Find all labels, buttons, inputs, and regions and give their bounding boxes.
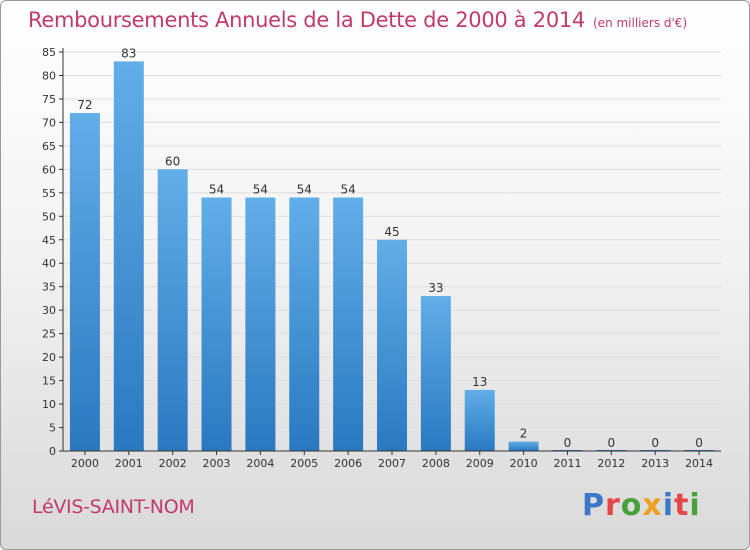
bar <box>333 197 364 451</box>
y-tick-label: 50 <box>42 210 56 223</box>
data-label: 83 <box>121 46 136 60</box>
x-tick-label: 2013 <box>641 457 669 470</box>
title-unit: (en milliers d'€) <box>593 16 688 30</box>
logo-letter: i <box>689 488 701 523</box>
data-label: 54 <box>253 183 268 197</box>
bar <box>113 61 144 451</box>
y-tick-label: 15 <box>42 375 56 388</box>
x-tick-label: 2005 <box>290 457 318 470</box>
y-tick-label: 25 <box>42 328 56 341</box>
x-tick-label: 2014 <box>685 457 713 470</box>
data-label: 60 <box>165 154 180 168</box>
y-tick-label: 65 <box>42 140 56 153</box>
y-tick-label: 5 <box>49 422 56 435</box>
y-tick-label: 55 <box>42 187 56 200</box>
logo-letter: t <box>674 488 690 523</box>
x-tick-label: 2010 <box>510 457 538 470</box>
data-label: 33 <box>428 281 443 295</box>
x-tick-label: 2002 <box>159 457 187 470</box>
logo-letter: o <box>620 488 643 523</box>
data-label: 0 <box>695 436 703 450</box>
data-label: 54 <box>340 183 355 197</box>
y-tick-label: 85 <box>42 46 56 59</box>
bar <box>245 197 276 451</box>
y-tick-label: 20 <box>42 351 56 364</box>
data-label: 54 <box>209 183 224 197</box>
y-tick-label: 40 <box>42 257 56 270</box>
data-label: 45 <box>384 225 399 239</box>
data-label: 72 <box>77 98 92 112</box>
commune-name: LéVIS-SAINT-NOM <box>32 496 195 518</box>
data-label: 0 <box>564 436 572 450</box>
title-text: Remboursements Annuels de la Dette de 20… <box>28 8 585 32</box>
x-tick-label: 2004 <box>246 457 274 470</box>
y-tick-label: 10 <box>42 398 56 411</box>
logo-letter: i <box>662 488 675 523</box>
bar <box>420 296 451 451</box>
chart-title: Remboursements Annuels de la Dette de 20… <box>28 8 687 32</box>
bar <box>464 389 495 451</box>
y-tick-label: 60 <box>42 163 56 176</box>
x-tick-label: 2009 <box>466 457 494 470</box>
data-label: 0 <box>651 436 659 450</box>
bar <box>289 197 320 451</box>
bar <box>377 239 407 451</box>
proxiti-logo: Proxiti <box>582 488 701 523</box>
x-tick-label: 2012 <box>597 457 625 470</box>
logo-letter: P <box>582 488 605 523</box>
bar <box>508 441 539 451</box>
x-tick-label: 2006 <box>334 457 362 470</box>
y-tick-label: 45 <box>42 234 56 247</box>
data-label: 54 <box>297 183 312 197</box>
logo-letter: r <box>605 488 621 523</box>
x-tick-label: 2003 <box>203 457 231 470</box>
logo-letter: x <box>642 488 663 523</box>
data-label: 2 <box>520 427 528 441</box>
bar <box>157 169 188 451</box>
x-tick-label: 2011 <box>553 457 581 470</box>
y-tick-label: 35 <box>42 281 56 294</box>
bar <box>69 113 100 451</box>
x-tick-label: 2007 <box>378 457 406 470</box>
y-tick-label: 0 <box>49 445 56 458</box>
y-tick-label: 75 <box>42 93 56 106</box>
x-tick-label: 2001 <box>115 457 143 470</box>
y-tick-label: 70 <box>42 116 56 129</box>
y-tick-label: 30 <box>42 304 56 317</box>
data-label: 13 <box>472 375 487 389</box>
x-tick-label: 2000 <box>71 457 99 470</box>
data-label: 0 <box>608 436 616 450</box>
bar <box>201 197 232 451</box>
y-tick-label: 80 <box>42 69 56 82</box>
x-tick-label: 2008 <box>422 457 450 470</box>
